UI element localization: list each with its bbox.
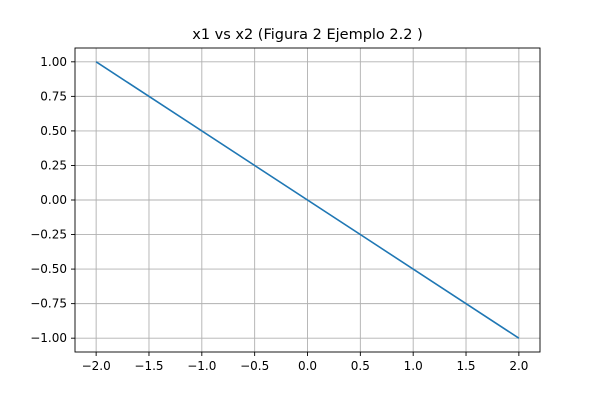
x-tick-label: 0.5	[351, 359, 370, 373]
y-tick-label: 1.00	[40, 55, 67, 69]
y-tick-label: 0.50	[40, 124, 67, 138]
y-tick-label: 0.00	[40, 193, 67, 207]
tick-layer: −2.0 −1.5 −1.0 −0.5 0.0 0.5 1.0 1.5 2.0 1.00 0.75 0…	[30, 55, 528, 373]
series-layer	[95, 61, 520, 339]
y-tick-label: −1.00	[30, 331, 67, 345]
x-tick-label: −1.0	[187, 359, 216, 373]
x-tick-label: 1.5	[456, 359, 475, 373]
x-tick-label: −2.0	[82, 359, 111, 373]
series-line	[95, 61, 520, 339]
y-tick-label: −0.75	[30, 297, 67, 311]
y-tick-label: −0.50	[30, 262, 67, 276]
x-tick-label: −0.5	[240, 359, 269, 373]
y-tick-label: −0.25	[30, 228, 67, 242]
y-tick-label: 0.25	[40, 158, 67, 172]
x-tick-label: 2.0	[509, 359, 528, 373]
x-tick-label: −1.5	[134, 359, 163, 373]
x-tick-label: 0.0	[298, 359, 317, 373]
x-tick-label: 1.0	[404, 359, 423, 373]
chart-title: x1 vs x2 (Figura 2 Ejemplo 2.2 )	[192, 27, 423, 43]
y-tick-label: 0.75	[40, 89, 67, 103]
